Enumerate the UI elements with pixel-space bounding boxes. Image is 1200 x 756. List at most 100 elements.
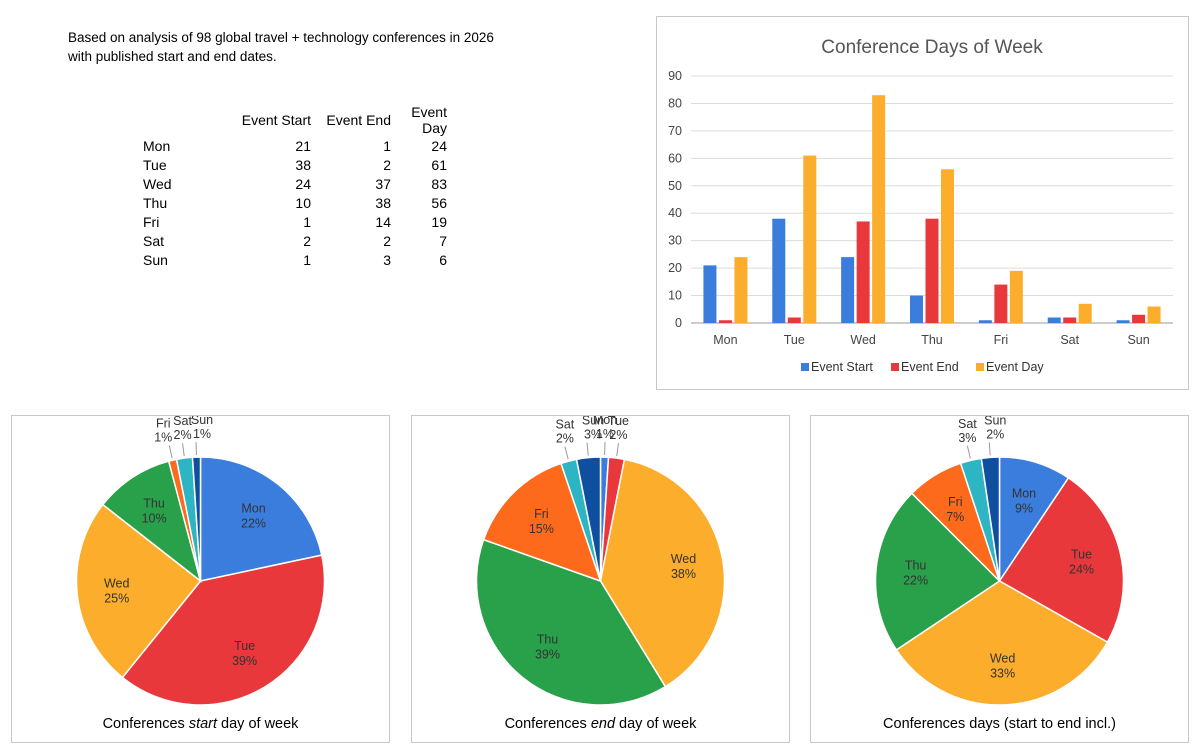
bar-eday-sat	[1078, 303, 1092, 323]
pie-days-slice-tue	[998, 476, 1125, 644]
table-cell-end: 1	[383, 137, 391, 154]
pie-start-slice-mon	[199, 456, 323, 582]
intro-line-2: with published start and end dates.	[68, 49, 277, 64]
bar-start-sat	[1047, 317, 1061, 323]
pie-end-label-pct: 39%	[535, 648, 560, 662]
bar-eday-tue	[803, 155, 817, 323]
pie-start-label-pct: 25%	[104, 592, 129, 606]
table-cell-eday: 61	[431, 156, 447, 173]
pie-end-label-pct: 1%	[596, 427, 614, 441]
table-cell-end: 2	[383, 156, 391, 173]
intro-text: Based on analysis of 98 global travel + …	[68, 28, 588, 66]
bar-end-thu	[925, 218, 939, 323]
pie-end-label-pct: 3%	[584, 428, 602, 442]
y-tick-label: 80	[668, 96, 682, 110]
table-cell-day: Sun	[143, 251, 168, 268]
pie-end-slice-wed	[599, 458, 726, 688]
pie-end-label-pct: 38%	[671, 567, 696, 581]
table-cell-eday: 24	[431, 137, 447, 154]
table-cell-start: 2	[303, 232, 311, 249]
pie-end-label-day: Mon	[593, 416, 617, 427]
legend-swatch-eday	[976, 363, 984, 371]
bar-end-fri	[994, 284, 1008, 323]
x-tick-label: Sun	[1127, 333, 1149, 347]
pie-days-label-pct: 24%	[1069, 563, 1094, 577]
table-cell-end: 37	[375, 175, 391, 192]
bar-end-sat	[1063, 317, 1077, 323]
pie-days-label-pct: 9%	[1015, 501, 1033, 515]
y-tick-label: 60	[668, 151, 682, 165]
pie-start-title: Conferences start day of week	[12, 716, 389, 732]
pie-end-leader-line	[616, 443, 619, 457]
pie-chart-end-panel: Mon 1% Tue 2% Wed 38% Thu 39% Fri 15% Sat 2% Sun 3% C…	[411, 415, 790, 743]
pie-start-label-day: Fri	[156, 417, 171, 431]
pie-start-title-part: day of week	[217, 716, 299, 732]
table-cell-eday: 83	[431, 175, 447, 192]
legend-swatch-end	[891, 363, 899, 371]
pie-days-label-day: Wed	[990, 651, 1016, 665]
bar-chart-title: Conference Days of Week	[821, 37, 1043, 58]
pie-days-label-day: Fri	[948, 495, 963, 509]
pie-days-leader-line	[988, 442, 991, 456]
table-header-row: Event Start Event End Event Day	[143, 104, 447, 136]
table-cell-end: 2	[383, 232, 391, 249]
y-tick-label: 70	[668, 124, 682, 138]
bar-end-wed	[856, 221, 870, 323]
y-tick-label: 40	[668, 206, 682, 220]
table-row: Mon 21 1 24	[143, 136, 447, 155]
pie-days-title: Conferences days (start to end incl.)	[811, 716, 1188, 732]
table-cell-day: Tue	[143, 156, 167, 173]
bar-eday-thu	[941, 169, 954, 323]
pie-end-title: Conferences end day of week	[412, 716, 789, 732]
bar-start-wed	[841, 257, 855, 323]
pie-days-slice-wed	[895, 580, 1109, 706]
table-cell-day: Sat	[143, 232, 165, 249]
pie-start-label-day: Thu	[143, 497, 165, 511]
bar-start-sun	[1116, 320, 1130, 323]
bar-start-fri	[978, 320, 992, 323]
pie-end-leader-line	[564, 446, 569, 460]
x-tick-label: Mon	[713, 333, 737, 347]
table-header-blank	[143, 104, 221, 136]
table-cell-start: 38	[295, 156, 311, 173]
bar-start-thu	[910, 295, 923, 323]
table-cell-eday: 7	[439, 232, 447, 249]
bar-start-mon	[703, 265, 717, 323]
table-row: Thu 10 38 56	[143, 193, 447, 212]
pie-start-title-emph: start	[188, 716, 218, 732]
pie-days-slice-sun	[980, 456, 1001, 582]
table-header-day: Event Day	[411, 104, 447, 136]
table-cell-eday: 19	[431, 213, 447, 230]
pie-days-label-day: Tue	[1071, 548, 1092, 562]
pie-days-label-pct: 2%	[986, 427, 1004, 441]
table-header-start: Event Start	[241, 112, 311, 128]
pie-end-label-pct: 2%	[556, 432, 574, 446]
pie-end-title-emph: end	[590, 716, 616, 732]
y-tick-label: 20	[668, 261, 682, 275]
x-tick-label: Wed	[850, 333, 876, 347]
table-row: Sat 2 2 7	[143, 231, 447, 250]
bar-start-tue	[772, 218, 786, 323]
pie-start-label-pct: 2%	[174, 428, 192, 442]
pie-start-label-pct: 39%	[232, 654, 257, 668]
pie-days-slice-thu	[874, 492, 1001, 651]
legend-label-start: Event Start	[811, 360, 873, 374]
legend-swatch-start	[801, 363, 809, 371]
x-tick-label: Sat	[1060, 333, 1079, 347]
pie-days-label-pct: 7%	[946, 510, 964, 524]
pie-chart-start-panel: Mon 22% Tue 39% Wed 25% Thu 10% Fri 1% Sat 2% Sun 1% …	[11, 415, 390, 743]
table-cell-eday: 56	[431, 194, 447, 211]
pie-start-label-pct: 1%	[154, 431, 172, 445]
table-cell-start: 1	[303, 213, 311, 230]
pie-end-label-day: Fri	[534, 507, 549, 521]
table-row: Sun 1 3 6	[143, 250, 447, 269]
table-row: Fri 1 14 19	[143, 212, 447, 231]
table-cell-start: 1	[303, 251, 311, 268]
bar-end-mon	[718, 320, 732, 323]
pie-days-leader-line	[966, 445, 971, 459]
pie-start-label-pct: 22%	[241, 516, 266, 530]
bar-eday-wed	[872, 95, 886, 323]
